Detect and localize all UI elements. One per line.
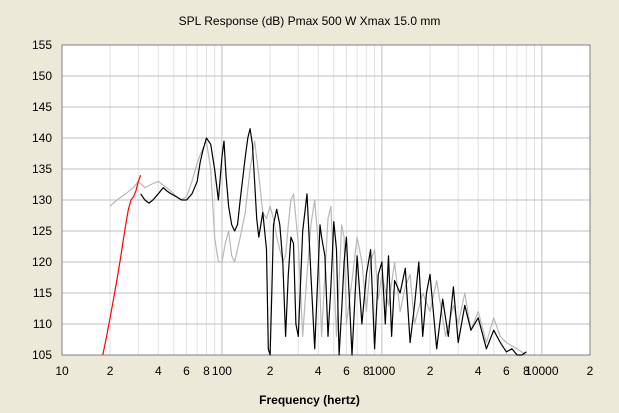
y-tick-label: 110 xyxy=(33,317,52,331)
x-tick-label: 2 xyxy=(427,364,434,378)
y-tick-label: 155 xyxy=(32,38,52,52)
x-tick-label: 10 xyxy=(55,364,69,378)
chart-title: SPL Response (dB) Pmax 500 W Xmax 15.0 m… xyxy=(179,14,441,28)
x-tick-label: 6 xyxy=(183,364,190,378)
y-tick-label: 125 xyxy=(32,224,52,238)
x-tick-label: 1000 xyxy=(369,364,396,378)
y-tick-label: 130 xyxy=(32,193,52,207)
x-tick-label: 2 xyxy=(587,364,594,378)
x-tick-label: 2 xyxy=(267,364,274,378)
y-tick-label: 120 xyxy=(32,255,52,269)
y-tick-label: 150 xyxy=(32,69,52,83)
series-line-3 xyxy=(140,128,527,356)
x-tick-label: 8 xyxy=(523,364,530,378)
series-line-2 xyxy=(102,174,142,356)
x-tick-label: 6 xyxy=(343,364,350,378)
plot-frame xyxy=(61,44,591,356)
x-tick-label: 8 xyxy=(203,364,210,378)
x-tick-label: 2 xyxy=(107,364,114,378)
x-tick-label: 4 xyxy=(315,364,322,378)
x-axis-label: Frequency (hertz) xyxy=(259,393,360,407)
x-tick-label: 100 xyxy=(212,364,232,378)
y-tick-label: 145 xyxy=(32,100,52,114)
y-tick-labels: 105 110 115 120 125 130 135 140 145 150 155 xyxy=(32,38,52,362)
x-tick-label: 4 xyxy=(155,364,162,378)
x-tick-label: 10000 xyxy=(525,364,559,378)
series-layer xyxy=(102,128,527,356)
y-tick-label: 105 xyxy=(32,348,52,362)
y-tick-label: 135 xyxy=(32,162,52,176)
x-tick-label: 4 xyxy=(475,364,482,378)
y-tick-label: 115 xyxy=(33,286,52,300)
series-line-1 xyxy=(109,140,527,356)
x-tick-label: 6 xyxy=(503,364,510,378)
x-tick-label: 8 xyxy=(363,364,370,378)
y-tick-label: 140 xyxy=(32,131,52,145)
